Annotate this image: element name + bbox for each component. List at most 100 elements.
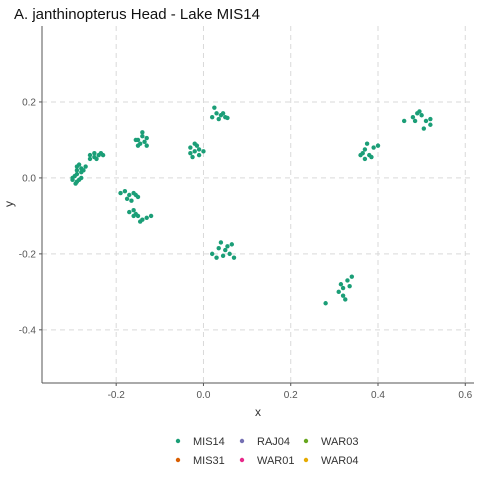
data-point	[230, 242, 234, 246]
data-point	[428, 117, 432, 121]
legend-key	[240, 439, 244, 443]
data-point	[138, 219, 142, 223]
x-axis-title: x	[255, 405, 261, 419]
x-tick-label: -0.2	[108, 390, 126, 401]
data-point	[417, 109, 421, 113]
legend-key	[176, 439, 180, 443]
x-tick-label: 0.2	[284, 390, 298, 401]
data-point	[341, 286, 345, 290]
chart-title: A. janthinopterus Head - Lake MIS14	[14, 6, 260, 23]
data-point	[188, 151, 192, 155]
data-point	[210, 252, 214, 256]
data-point	[131, 208, 135, 212]
legend: MIS14 MIS31 RAJ04 WAR01 WAR03 WAR04	[176, 436, 359, 467]
legend-label: MIS31	[193, 455, 225, 467]
data-point	[77, 162, 81, 166]
data-point	[83, 164, 87, 168]
legend-label: RAJ04	[257, 436, 290, 448]
data-point	[411, 115, 415, 119]
data-point	[142, 140, 146, 144]
data-point	[73, 181, 77, 185]
y-tick-label: 0.0	[22, 173, 36, 184]
data-point	[145, 136, 149, 140]
x-axis-ticks: -0.2 0.0 0.2 0.4 0.6	[108, 383, 473, 401]
data-point	[221, 254, 225, 258]
data-point	[227, 252, 231, 256]
legend-key	[304, 439, 308, 443]
data-point	[219, 240, 223, 244]
data-point	[145, 143, 149, 147]
legend-item: MIS31	[176, 455, 225, 467]
data-point	[145, 216, 149, 220]
data-point	[225, 244, 229, 248]
data-point	[193, 149, 197, 153]
data-point	[125, 197, 129, 201]
data-point	[232, 255, 236, 259]
legend-key	[176, 458, 180, 462]
legend-item: WAR01	[240, 455, 295, 467]
data-point	[195, 143, 199, 147]
data-point	[424, 119, 428, 123]
data-point	[136, 143, 140, 147]
data-point	[214, 111, 218, 115]
data-point	[214, 255, 218, 259]
data-point	[323, 301, 327, 305]
data-point	[134, 193, 138, 197]
data-point	[217, 117, 221, 121]
data-point	[70, 178, 74, 182]
data-point	[101, 153, 105, 157]
data-point	[79, 170, 83, 174]
data-point	[413, 119, 417, 123]
data-point	[210, 115, 214, 119]
data-point	[188, 145, 192, 149]
data-point	[225, 116, 229, 120]
y-axis-ticks: -0.4 -0.2 0.0 0.2	[19, 97, 42, 336]
data-point	[212, 105, 216, 109]
data-point	[361, 151, 365, 155]
data-point	[341, 293, 345, 297]
data-point	[127, 210, 131, 214]
data-point	[197, 153, 201, 157]
y-tick-label: -0.4	[19, 325, 37, 336]
data-point	[422, 126, 426, 130]
legend-label: MIS14	[193, 436, 225, 448]
data-point	[428, 123, 432, 127]
data-point	[363, 147, 367, 151]
data-point	[123, 189, 127, 193]
data-point	[118, 191, 122, 195]
legend-item: WAR04	[304, 455, 359, 467]
data-point	[75, 168, 79, 172]
data-point	[369, 155, 373, 159]
data-point	[197, 147, 201, 151]
legend-key	[304, 458, 308, 462]
data-point	[127, 193, 131, 197]
legend-label: WAR01	[257, 455, 295, 467]
legend-item: RAJ04	[240, 436, 290, 448]
data-point	[149, 214, 153, 218]
data-point	[350, 274, 354, 278]
legend-item: WAR03	[304, 436, 359, 448]
data-point	[217, 246, 221, 250]
data-point	[79, 176, 83, 180]
data-point	[345, 278, 349, 282]
data-point	[376, 143, 380, 147]
y-tick-label: 0.2	[22, 97, 36, 108]
legend-item: MIS14	[176, 436, 225, 448]
legend-label: WAR03	[321, 436, 359, 448]
data-point	[131, 214, 135, 218]
data-point	[223, 248, 227, 252]
y-axis-title: y	[2, 201, 16, 207]
x-tick-label: 0.0	[197, 390, 211, 401]
data-point	[75, 172, 79, 176]
data-point	[343, 297, 347, 301]
data-point	[339, 282, 343, 286]
data-point	[201, 149, 205, 153]
data-point	[140, 130, 144, 134]
data-point	[363, 157, 367, 161]
data-point	[140, 134, 144, 138]
data-point	[221, 111, 225, 115]
data-point	[402, 119, 406, 123]
y-tick-label: -0.2	[19, 249, 37, 260]
legend-label: WAR04	[321, 455, 359, 467]
